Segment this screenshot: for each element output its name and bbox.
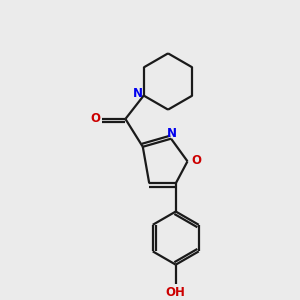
Text: O: O [191, 154, 201, 166]
Text: N: N [133, 87, 143, 100]
Text: O: O [90, 112, 100, 125]
Text: OH: OH [166, 286, 186, 299]
Text: N: N [167, 127, 177, 140]
